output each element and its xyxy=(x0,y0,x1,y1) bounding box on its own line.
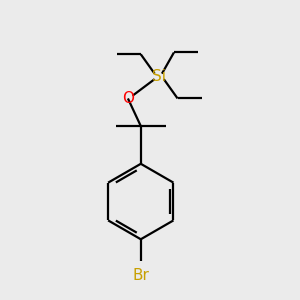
Text: Si: Si xyxy=(152,69,166,84)
Text: O: O xyxy=(122,91,134,106)
Text: Br: Br xyxy=(132,268,149,283)
